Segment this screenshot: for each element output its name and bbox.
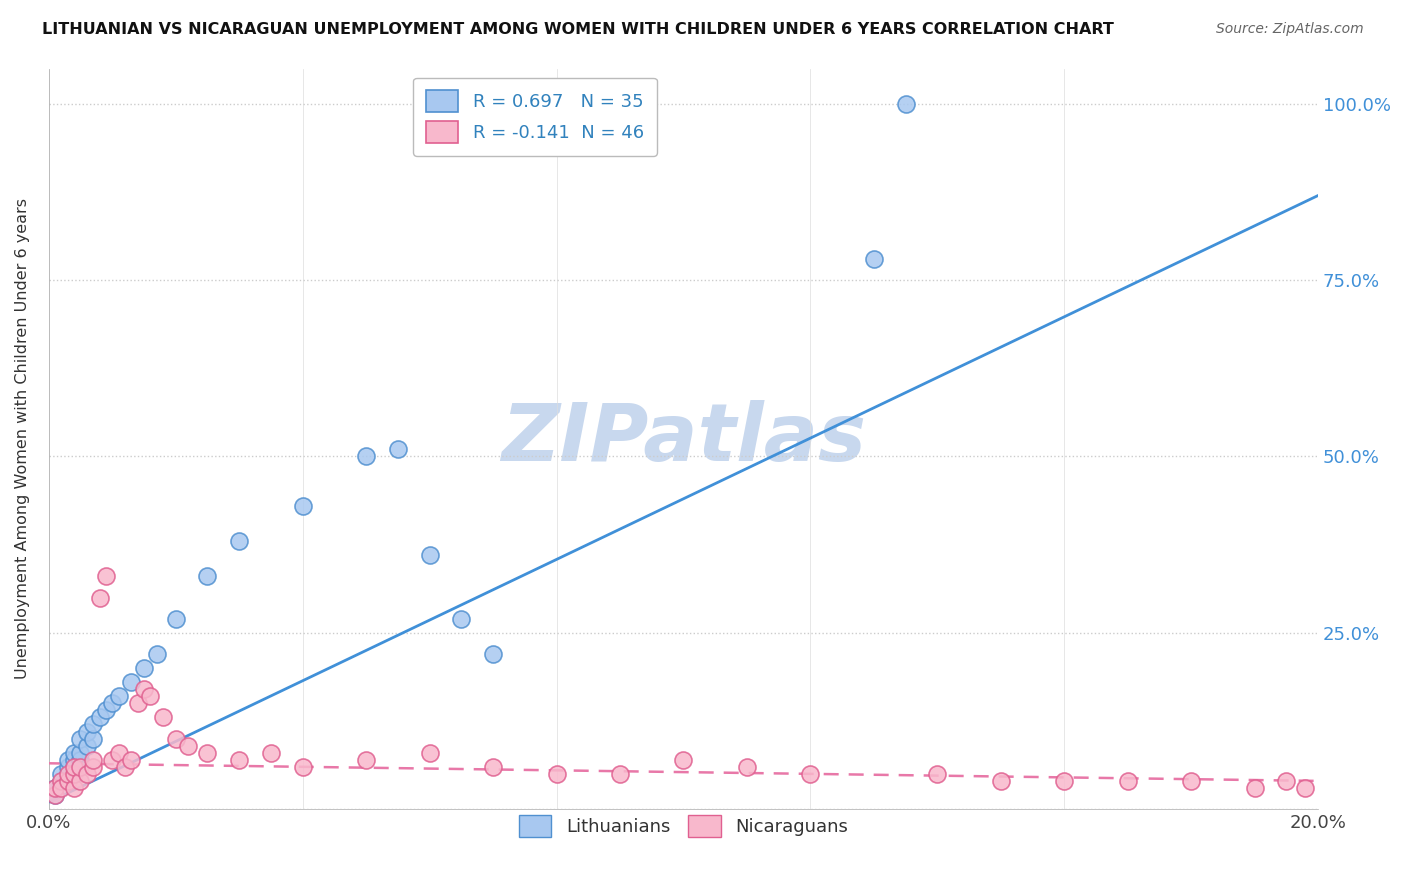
Point (76, 724, 98, 739)
Point (260, 746, 283, 760)
Point (197, 746, 219, 760)
Point (291, 499, 314, 513)
Point (1294, 780, 1316, 795)
Point (76, 767, 98, 781)
Point (107, 746, 129, 760)
Point (56, 767, 79, 781)
Point (107, 690, 129, 704)
Point (63, 753, 86, 767)
Point (44, 780, 66, 795)
Point (82, 753, 104, 767)
Point (44, 780, 66, 795)
Point (44, 788, 66, 802)
Point (291, 760, 314, 774)
Point (56, 773, 79, 788)
Point (482, 760, 505, 774)
Text: Source: ZipAtlas.com: Source: ZipAtlas.com (1216, 22, 1364, 37)
Point (82, 760, 104, 774)
Point (735, 760, 758, 774)
Legend: Lithuanians, Nicaraguans: Lithuanians, Nicaraguans (512, 808, 855, 845)
Point (63, 780, 86, 795)
Point (546, 767, 568, 781)
Text: ZIPatlas: ZIPatlas (501, 400, 866, 478)
Point (165, 731, 187, 746)
Point (63, 767, 86, 781)
Point (44, 788, 66, 802)
Point (450, 612, 472, 626)
Point (69, 746, 91, 760)
Point (927, 767, 949, 781)
Point (1180, 773, 1202, 788)
Point (482, 647, 505, 661)
Point (82, 731, 104, 746)
Point (139, 690, 162, 704)
Text: LITHUANIAN VS NICARAGUAN UNEMPLOYMENT AMONG WOMEN WITH CHILDREN UNDER 6 YEARS CO: LITHUANIAN VS NICARAGUAN UNEMPLOYMENT AM… (42, 22, 1114, 37)
Point (894, 96, 917, 111)
Point (89, 710, 111, 724)
Point (354, 450, 377, 464)
Point (799, 767, 821, 781)
Point (76, 739, 98, 753)
Point (51, 773, 73, 788)
Point (94, 569, 117, 583)
Point (51, 767, 73, 781)
Point (1275, 773, 1298, 788)
Point (56, 753, 79, 767)
Point (69, 760, 91, 774)
Point (197, 569, 219, 583)
Point (228, 753, 250, 767)
Point (120, 753, 142, 767)
Point (609, 767, 631, 781)
Point (672, 753, 695, 767)
Point (63, 760, 86, 774)
Point (1243, 780, 1265, 795)
Point (51, 773, 73, 788)
Point (89, 591, 111, 605)
Point (63, 746, 86, 760)
Point (101, 753, 124, 767)
Point (94, 703, 117, 717)
Point (177, 739, 200, 753)
Point (863, 252, 886, 266)
Point (419, 548, 441, 562)
Point (101, 696, 124, 710)
Point (69, 773, 91, 788)
Point (120, 675, 142, 690)
Point (56, 760, 79, 774)
Point (51, 780, 73, 795)
Point (56, 767, 79, 781)
Point (990, 773, 1012, 788)
Point (228, 534, 250, 549)
Point (419, 746, 441, 760)
Point (354, 753, 377, 767)
Point (1116, 773, 1139, 788)
Point (114, 760, 136, 774)
Point (127, 696, 149, 710)
Point (132, 661, 155, 675)
Point (152, 710, 174, 724)
Point (387, 442, 409, 457)
Point (69, 753, 91, 767)
Point (63, 760, 86, 774)
Point (1053, 773, 1076, 788)
Point (165, 612, 187, 626)
Y-axis label: Unemployment Among Women with Children Under 6 years: Unemployment Among Women with Children U… (15, 198, 30, 680)
Point (132, 682, 155, 697)
Point (145, 647, 167, 661)
Point (82, 717, 104, 731)
Point (69, 731, 91, 746)
